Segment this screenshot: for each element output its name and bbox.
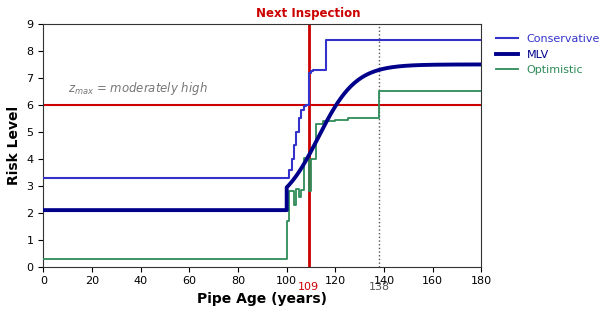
Text: $z_{max}$ = moderately high: $z_{max}$ = moderately high [68, 80, 207, 97]
Text: 109: 109 [298, 282, 319, 292]
Legend: Conservative, MLV, Optimistic: Conservative, MLV, Optimistic [491, 29, 605, 80]
Y-axis label: Risk Level: Risk Level [7, 106, 21, 185]
Text: Next Inspection: Next Inspection [256, 7, 361, 20]
X-axis label: Pipe Age (years): Pipe Age (years) [197, 292, 327, 306]
Text: 138: 138 [368, 282, 390, 292]
